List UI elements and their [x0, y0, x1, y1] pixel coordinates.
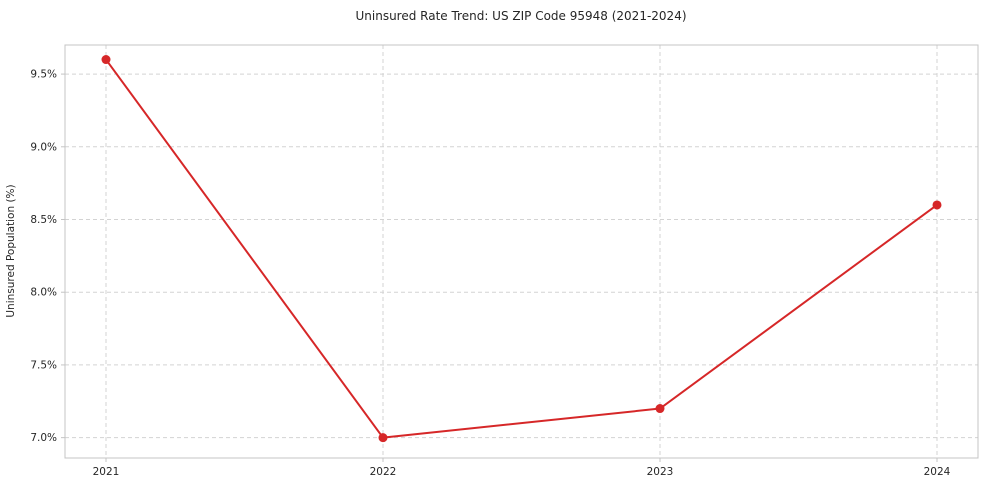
y-axis-label: Uninsured Population (%): [5, 184, 17, 317]
y-tick-label: 7.5%: [30, 359, 57, 371]
data-point-marker: [932, 200, 942, 210]
x-tick-label: 2024: [924, 466, 951, 478]
axes-layer: 7.0% 7.5% 8.0% 8.5% 9.0% 9.5% 2021 2022 2023 2024: [30, 44, 979, 478]
y-tick-label: 8.0%: [30, 287, 57, 299]
y-tick-label: 9.5%: [30, 69, 57, 81]
chart-title: Uninsured Rate Trend: US ZIP Code 95948 …: [355, 9, 686, 23]
grid-layer: [65, 45, 978, 458]
y-tick-label: 7.0%: [30, 432, 57, 444]
x-tick-label: 2021: [93, 466, 120, 478]
data-point-marker: [101, 55, 111, 65]
series-layer: [101, 55, 942, 443]
y-tick-label: 8.5%: [30, 214, 57, 226]
data-point-marker: [655, 404, 665, 414]
trend-line: [105, 58, 938, 439]
x-tick-label: 2023: [647, 466, 674, 478]
plot-border: [64, 44, 979, 459]
y-tick-label: 9.0%: [30, 141, 57, 153]
data-point-marker: [378, 433, 388, 443]
x-tick-label: 2022: [370, 466, 397, 478]
